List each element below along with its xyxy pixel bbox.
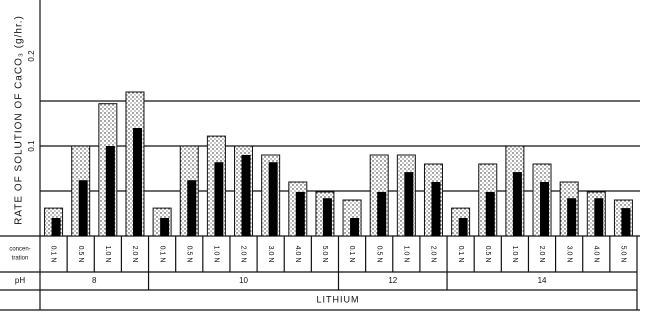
x-tick-label: 3.0 N [267,246,274,263]
row-label: concen- [9,247,30,253]
x-tick-label: 1.0 N [213,246,220,263]
group-label: 8 [92,276,97,285]
x-tick-label: 0.1 N [50,246,57,263]
bar [567,198,577,236]
x-tick-label: 3.0 N [565,246,572,263]
x-tick-label: 2.0 N [240,246,247,263]
bar [105,146,115,236]
x-tick-label: 0.5 N [375,246,382,263]
x-tick-label: 0.1 N [348,246,355,263]
x-tick-label: 0.5 N [77,246,84,263]
bar [295,191,305,236]
x-tick-label: 0.1 N [457,246,464,263]
x-tick-label: 0.5 N [484,246,491,263]
bar [268,162,278,236]
x-tick-label: 1.0 N [402,246,409,263]
bar [458,218,468,236]
bar [160,218,170,236]
bar [404,172,414,236]
y-axis-label: RATE OF SOLUTION OF CaCO₃ (g/hr.) [14,15,25,225]
bar [350,218,360,236]
x-tick-label: 5.0 N [620,246,627,263]
bar [322,198,332,236]
x-tick-label: 1.0 N [104,246,111,263]
row-label: LITHIUM [317,294,360,304]
bar [594,198,604,236]
x-tick-label: 1.0 N [511,246,518,263]
bar [540,182,550,236]
x-tick-label: 4.0 N [294,246,301,263]
bar [621,208,631,236]
row-label: pH [15,276,25,285]
x-tick-label: 2.0 N [430,246,437,263]
bar [377,191,387,236]
row-label: tration [12,256,29,262]
bar [485,191,495,236]
x-tick-label: 2.0 N [538,246,545,263]
x-tick-label: 2.0 N [131,246,138,263]
x-tick-label: 5.0 N [321,246,328,263]
bar [241,155,251,236]
bar [214,162,224,236]
y-tick-label: 0.1 [27,140,36,152]
bar [512,172,522,236]
group-label: 12 [388,276,397,285]
group-label: 14 [538,276,547,285]
x-tick-label: 4.0 N [592,246,599,263]
x-tick-label: 0.5 N [185,246,192,263]
bar [51,218,61,236]
group-label: 10 [239,276,248,285]
bar [78,180,88,236]
bar [132,128,142,236]
bar [187,180,197,236]
y-tick-label: 0.2 [27,50,36,62]
bar [431,182,441,236]
x-tick-label: 0.1 N [158,246,165,263]
